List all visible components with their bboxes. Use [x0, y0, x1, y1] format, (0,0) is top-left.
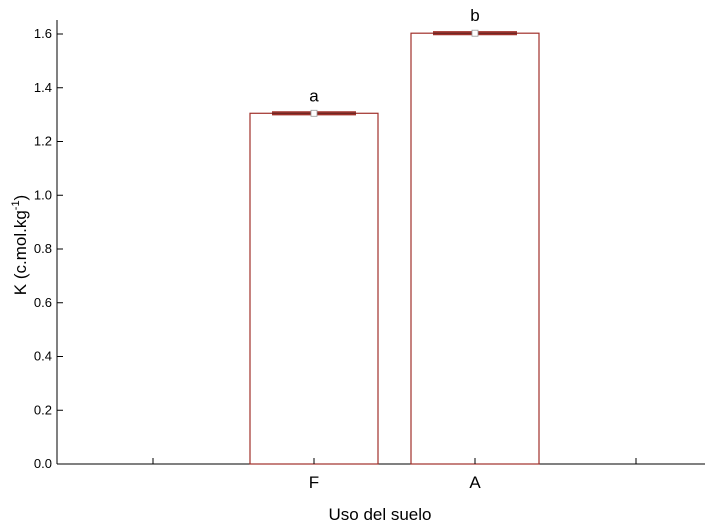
y-tick-label: 0.8 [34, 241, 52, 256]
plot-area: 0.0 0.2 0.4 0.6 0.8 1.0 1.2 1.4 1.6 a Fb A [34, 6, 705, 492]
x-tick-label-F: F [309, 473, 319, 492]
y-tick-label: 1.4 [34, 80, 52, 95]
x-ticks [152, 458, 637, 464]
bar-A [410, 32, 540, 465]
bars: a Fb A [249, 6, 540, 492]
y-tick-label: 0.4 [34, 349, 52, 364]
error-bar-F [272, 109, 356, 117]
y-axis-title-main: K (c.mol.kg [11, 210, 30, 295]
y-axis-title-superscript: -1 [10, 200, 22, 210]
significance-label-F: a [309, 86, 319, 105]
significance-label-A: b [470, 6, 479, 25]
bar-F [249, 112, 379, 465]
y-axis-title: K (c.mol.kg-1) [10, 195, 30, 295]
y-tick-label: 1.0 [34, 187, 52, 202]
y-axis-title-close: ) [11, 195, 30, 201]
y-tick-label: 0.0 [34, 456, 52, 471]
x-axis-title: Uso del suelo [328, 505, 431, 524]
y-tick-label: 1.2 [34, 134, 52, 149]
y-tick-label: 0.6 [34, 295, 52, 310]
error-bar-A [433, 29, 517, 37]
y-tick-label: 1.6 [34, 26, 52, 41]
y-ticks: 0.0 0.2 0.4 0.6 0.8 1.0 1.2 1.4 1.6 [34, 26, 63, 471]
y-tick-label: 0.2 [34, 402, 52, 417]
x-tick-label-A: A [469, 473, 481, 492]
